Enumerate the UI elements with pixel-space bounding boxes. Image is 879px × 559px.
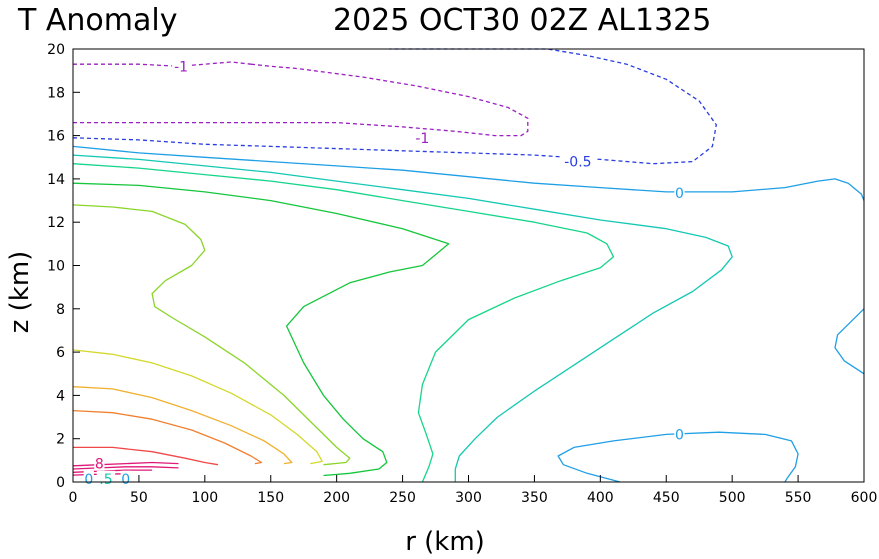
- y-tick-label: 18: [47, 85, 65, 101]
- contour-label-3: 0: [675, 186, 684, 202]
- x-tick-label: 150: [257, 490, 284, 506]
- y-tick-label: 16: [47, 129, 65, 145]
- contour-line-6-13: [72, 409, 263, 465]
- x-tick-label: 550: [785, 490, 812, 506]
- x-tick-label: 600: [851, 490, 878, 506]
- contour-label-4: 0: [675, 427, 684, 443]
- contour-line-7-14: [73, 446, 219, 466]
- x-tick-label: 300: [455, 490, 482, 506]
- contour-line-8-15: [72, 461, 179, 467]
- y-tick-label: 8: [56, 302, 65, 318]
- y-tick-label: 6: [56, 345, 65, 361]
- x-tick-label: 50: [130, 490, 148, 506]
- contour-line-0p5-7: [72, 154, 733, 482]
- contour-label-1: -1: [415, 131, 429, 147]
- y-tick-label: 4: [56, 388, 65, 404]
- contour-label-5: 8: [95, 457, 104, 473]
- y-tick-label: 14: [47, 172, 65, 188]
- contour-line-2-9: [72, 182, 450, 477]
- contour-line-neg1-2: [250, 63, 298, 70]
- contour-line-9-16: [72, 466, 179, 470]
- x-tick-label: 350: [521, 490, 548, 506]
- contour-label-background: [94, 455, 105, 471]
- contour-line-neg0p5-3: [72, 48, 717, 165]
- y-tick-label: 10: [47, 259, 65, 275]
- y-tick-label: 0: [56, 475, 65, 491]
- contour-line-0-6: [557, 431, 799, 483]
- contour-line-neg1-0: [73, 61, 252, 67]
- contour-line-0-5: [834, 308, 865, 375]
- contour-label-2: -0.5: [564, 155, 591, 171]
- contour-label-background: [120, 470, 131, 486]
- contour-label-background: [413, 129, 432, 145]
- y-tick-label: 2: [56, 432, 65, 448]
- x-tick-label: 450: [653, 490, 680, 506]
- contour-label-6: 0: [84, 472, 93, 488]
- contour-label-background: [674, 184, 685, 200]
- chart-subtitle: 2025 OCT30 02Z AL1325: [333, 3, 711, 38]
- contour-line-3-10: [72, 204, 351, 466]
- x-tick-label: 400: [587, 490, 614, 506]
- x-tick-label: 100: [191, 490, 218, 506]
- y-axis-title: z (km): [5, 251, 35, 334]
- x-tick-label: 0: [69, 490, 78, 506]
- y-tick-label: 20: [47, 42, 65, 58]
- y-axis-ticks: 0 2 4 6 8 10 12 14 16 18 20: [47, 42, 80, 491]
- contour-label-7: .5: [99, 472, 112, 488]
- contour-line-0-4: [72, 145, 865, 201]
- x-tick-label: 200: [323, 490, 350, 506]
- contour-label-background: [674, 426, 685, 442]
- x-axis-title: r (km): [405, 527, 485, 557]
- contour-label-8: 0: [121, 472, 130, 488]
- contour-line-5-12: [72, 386, 293, 465]
- contour-line-4-11: [72, 349, 323, 465]
- contour-label-background: [171, 58, 191, 74]
- x-tick-label: 500: [719, 490, 746, 506]
- contour-label-background: [560, 153, 596, 169]
- contour-label-background: [83, 470, 94, 486]
- contour-line-1-8: [72, 163, 615, 483]
- contour-line-neg1-1: [73, 67, 529, 137]
- chart-title: T Anomaly: [17, 3, 177, 38]
- x-axis-ticks: 0 50 100 150 200 250 300 350 400 450 500 550 600: [69, 475, 878, 506]
- x-tick-label: 250: [389, 490, 416, 506]
- y-tick-label: 12: [47, 215, 65, 231]
- contour-label-0: -1: [174, 59, 188, 75]
- contour-lines: [72, 48, 865, 483]
